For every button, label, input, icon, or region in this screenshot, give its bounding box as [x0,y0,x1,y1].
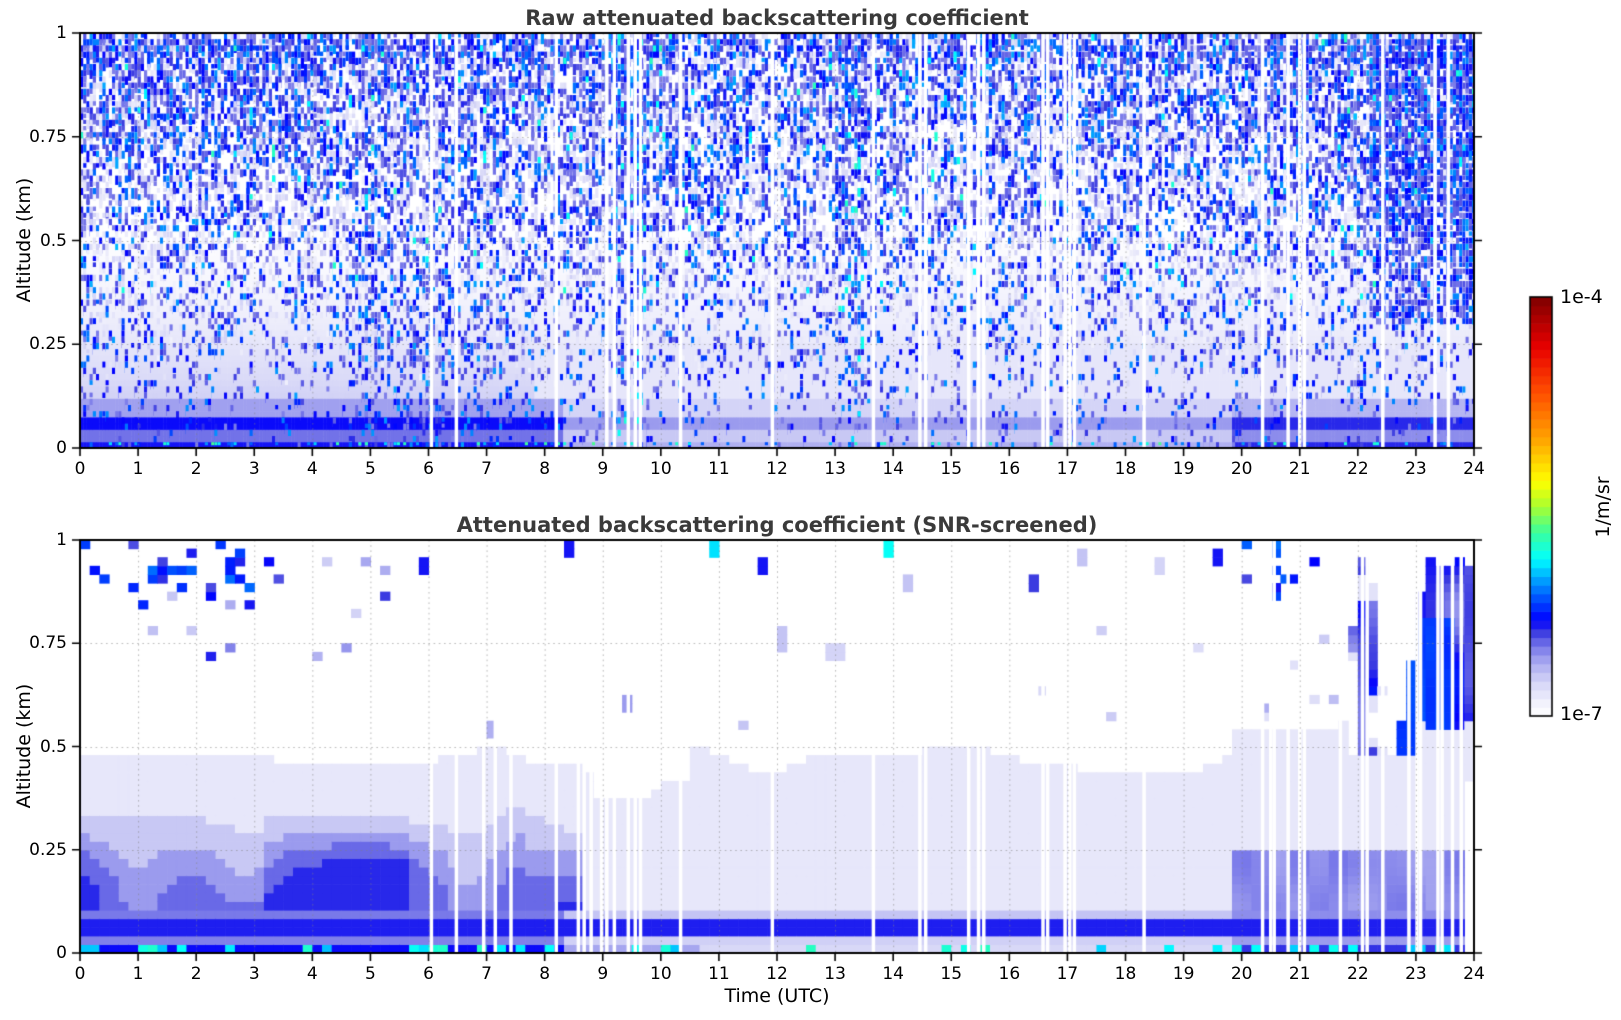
panel2-x-tick-label-0: 0 [74,964,86,984]
panel1-y-tick-label-0.5: 0.5 [39,230,67,251]
panel1-x-tick-label-16: 16 [998,459,1021,479]
panel1-x-tick-label-22: 22 [1347,459,1369,479]
panel2-y-tick-label-1: 1 [56,530,67,550]
panel2-y-tick-label-0.5: 0.5 [39,736,67,757]
panel1-x-tick-label-20: 20 [1230,459,1253,479]
panel1-x-tick-label-8: 8 [539,459,551,479]
panel1-x-tick-label-17: 17 [1056,459,1079,479]
panel1-x-tick-label-21: 21 [1288,459,1311,479]
panel2-x-tick-label-11: 11 [708,964,730,984]
panel1-y-tick-label-1: 1 [56,23,67,43]
panel1-x-tick-label-13: 13 [824,459,846,479]
panel1-title: Raw attenuated backscattering coefficien… [525,6,1029,30]
panel1-x-tick-label-7: 7 [481,459,492,479]
colorbar-min-label: 1e-7 [1560,703,1603,725]
panel2-y-tick-label-0: 0 [56,943,67,963]
panel1-x-tick-label-18: 18 [1114,459,1137,479]
panel1-x-tick-label-19: 19 [1172,459,1195,479]
panel2-x-tick-label-23: 23 [1405,964,1427,984]
panel2-y-axis-label: Altitude (km) [13,683,35,809]
colorbar-units-label: 1/m/sr [1592,476,1614,538]
panel1-x-tick-label-14: 14 [882,459,904,479]
panel2-x-tick-label-12: 12 [766,964,788,984]
colorbar-max-label: 1e-4 [1560,286,1603,308]
panel2-x-tick-label-10: 10 [650,964,672,984]
panel1-x-tick-label-6: 6 [423,459,434,479]
panel2-x-tick-label-20: 20 [1230,964,1253,984]
panel2-x-tick-label-24: 24 [1463,964,1485,984]
panel1-x-tick-label-9: 9 [597,459,609,479]
panel2-x-tick-label-15: 15 [940,964,963,984]
panel2-x-tick-label-16: 16 [998,964,1021,984]
panel2-x-tick-label-5: 5 [364,964,376,984]
panel2-y-tick-label-0.25: 0.25 [29,839,67,860]
panel2-x-tick-label-18: 18 [1114,964,1137,984]
panel2-x-tick-label-13: 13 [824,964,846,984]
panel1-x-tick-label-15: 15 [940,459,963,479]
panel1-x-tick-label-0: 0 [74,459,86,479]
panel2-x-tick-label-8: 8 [539,964,551,984]
panel1-x-tick-label-5: 5 [364,459,376,479]
panel2-x-tick-label-14: 14 [882,964,904,984]
panel2-y-tick-label-0.75: 0.75 [29,633,67,654]
panel2-x-tick-label-22: 22 [1347,964,1369,984]
panel1-y-tick-label-0.75: 0.75 [29,126,67,147]
panel2-x-tick-label-4: 4 [306,964,318,984]
panel1-x-tick-label-12: 12 [766,459,788,479]
panel2-x-tick-label-9: 9 [597,964,609,984]
panel1-x-tick-label-10: 10 [650,459,672,479]
panel2-x-tick-label-2: 2 [190,964,202,984]
panel2-x-tick-label-21: 21 [1288,964,1311,984]
x-axis-label: Time (UTC) [724,985,830,1007]
panel2-x-tick-label-7: 7 [481,964,492,984]
panel1-y-axis-label: Altitude (km) [13,177,35,303]
panel2-x-tick-label-3: 3 [248,964,260,984]
panel2-x-tick-label-19: 19 [1172,964,1195,984]
panel1-x-tick-label-11: 11 [708,459,730,479]
panel1-y-tick-label-0: 0 [56,438,67,458]
panel1-x-tick-label-24: 24 [1463,459,1485,479]
panel1-x-tick-label-3: 3 [248,459,260,479]
panel1-x-tick-label-2: 2 [190,459,202,479]
panel2-title: Attenuated backscattering coefficient (S… [456,513,1098,537]
panel2-x-tick-label-17: 17 [1056,964,1079,984]
panel2-x-tick-label-6: 6 [423,964,434,984]
panel1-x-tick-label-1: 1 [132,459,144,479]
panel2-x-tick-label-1: 1 [132,964,144,984]
panel1-x-tick-label-23: 23 [1405,459,1427,479]
panel1-x-tick-label-4: 4 [306,459,318,479]
panel1-y-tick-label-0.25: 0.25 [29,334,67,355]
